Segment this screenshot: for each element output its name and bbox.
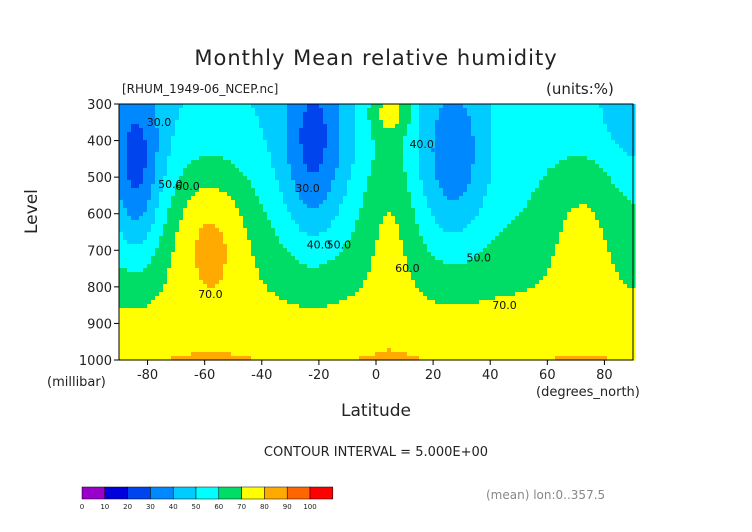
x-tick-label: -80 [137,368,158,383]
y-tick-label: 800 [87,281,112,296]
averaging-label: (mean) lon:0..357.5 [486,488,606,502]
x-tick-label: 60 [539,368,556,383]
x-tick-label: 0 [372,368,380,383]
contour-label: 70.0 [198,288,223,301]
colorbar-label: 60 [214,503,223,511]
colorbar-swatch [264,486,288,500]
contour-label: 70.0 [492,299,517,312]
y-tick-label: 500 [87,171,112,186]
colorbar-swatch [104,486,128,500]
x-axis-label: Latitude [341,401,411,421]
contour-label: 30.0 [147,116,172,129]
colorbar-swatch [150,486,174,500]
colorbar-swatch [172,486,197,500]
contour-label: 50.0 [327,238,352,251]
contour-label: 60.0 [175,180,200,193]
contour-label: 40.0 [409,138,434,151]
x-tick-label: -20 [308,368,329,383]
chart-title: Monthly Mean relative humidity [194,46,558,70]
colorbar-label: 0 [80,503,84,511]
contour-label: 50.0 [467,251,492,264]
colorbar-label: 90 [283,503,292,511]
colorbar-swatch [195,486,220,500]
x-axis-unit: (degrees_north) [536,385,640,400]
y-tick-label: 400 [87,135,112,150]
colorbar-label: 70 [237,503,246,511]
colorbar-label: 10 [100,503,109,511]
x-tick-label: -40 [251,368,272,383]
y-tick-label: 700 [87,244,112,259]
x-tick-label: 80 [596,368,613,383]
y-tick-label: 900 [87,317,112,332]
contour-interval-label: CONTOUR INTERVAL = 5.000E+00 [263,445,489,460]
units-label: (units:%) [546,80,614,98]
colorbar-swatch [241,486,265,500]
colorbar-swatch [218,486,242,500]
contour-label: 40.0 [307,238,332,251]
contour-fill [119,104,636,361]
colorbar-label: 100 [303,503,316,511]
y-tick-label: 1000 [79,354,112,369]
colorbar-label: 80 [260,503,269,511]
colorbar-swatch [81,486,106,500]
colorbar-label: 20 [123,503,132,511]
colorbar-swatch [309,486,334,500]
y-tick-label: 300 [87,98,112,113]
colorbar-label: 50 [192,503,201,511]
y-tick-label: 600 [87,208,112,223]
colorbar-swatch [286,486,311,500]
file-label: [RHUM_1949-06_NCEP.nc] [122,82,279,96]
contour-label: 60.0 [395,262,420,275]
contour-label: 50.0 [158,178,183,191]
colorbar-label: 40 [169,503,178,511]
x-tick-label: 20 [425,368,442,383]
x-tick-label: -60 [194,368,215,383]
colorbar-label: 30 [146,503,155,511]
x-tick-label: 40 [482,368,499,383]
y-axis-unit: (millibar) [47,375,106,390]
colorbar-swatch [127,486,151,500]
contour-label: 30.0 [295,182,320,195]
